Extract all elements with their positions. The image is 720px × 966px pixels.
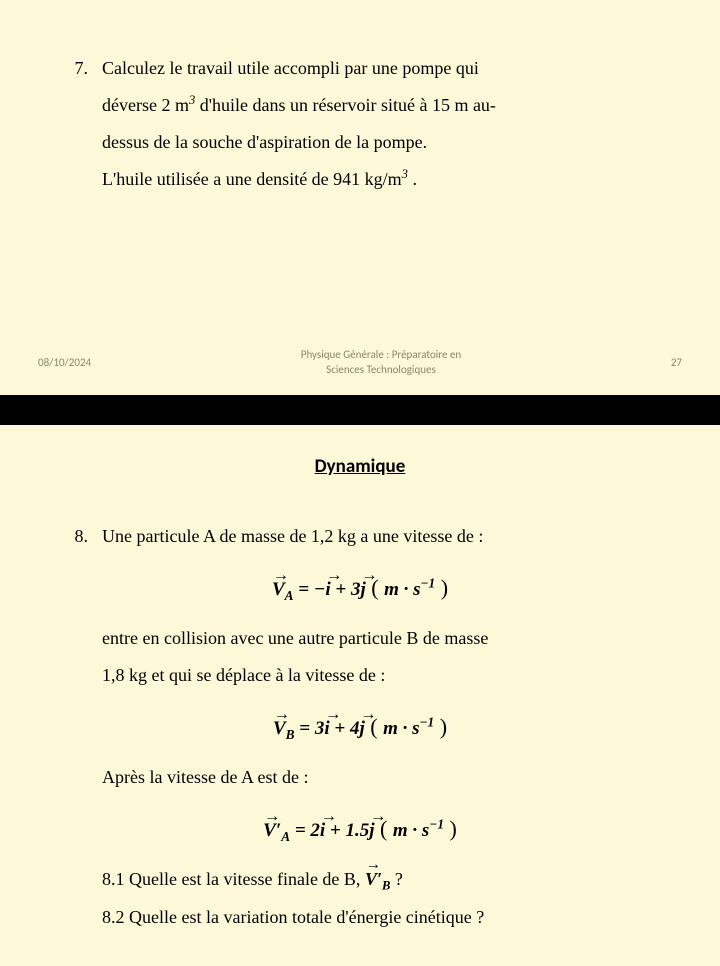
problem-7-line3: dessus de la souche d'aspiration de la p… [102, 132, 427, 152]
eq2-dot: · [398, 718, 412, 739]
eq1-m: m [384, 579, 399, 600]
vec-v-a-prime: V′ [263, 812, 281, 851]
vec-i-1: i [325, 571, 330, 610]
footer-center-l1: Physique Générale : Préparatoire en [301, 348, 461, 361]
problem-8-line4: Après la vitesse de A est de : [102, 759, 660, 796]
eq3-pc: ) [444, 816, 457, 841]
eq1-eq: = − [294, 579, 326, 600]
eq2-exp: −1 [420, 714, 435, 729]
question-8-1: 8.1 Quelle est la vitesse finale de B, V… [102, 861, 660, 899]
vec-j-3: j [369, 812, 374, 851]
eq2-s: s [412, 718, 419, 739]
eq1-pc: ) [435, 575, 448, 600]
sub-b-prime: B [382, 878, 390, 892]
eq3-exp: −1 [429, 816, 444, 831]
sub-a-prime: A [281, 829, 290, 844]
problem-7-line2b: d'huile dans un réservoir situé à 15 m a… [195, 95, 496, 115]
slide-1: 7. Calculez le travail utile accompli pa… [0, 0, 720, 395]
eq2-m: m [383, 718, 398, 739]
problem-8-first-line: 8. Une particule A de masse de 1,2 kg a … [60, 518, 660, 555]
eq2-pc: ) [434, 714, 447, 739]
slide-2: Dynamique 8. Une particule A de masse de… [0, 425, 720, 966]
vec-vb-prime: V′ [365, 861, 382, 898]
problem-7-number: 7. [60, 50, 102, 87]
vec-j-2: j [359, 710, 364, 749]
footer-center: Physique Générale : Préparatoire en Scie… [91, 348, 671, 377]
vec-v-b: V [273, 710, 286, 749]
equation-va: VA = −i + 3j ( m · s−1 ) [60, 565, 660, 610]
vec-v-a: V [272, 571, 285, 610]
footer-center-l2: Sciences Technologiques [326, 363, 436, 376]
problem-7-line4a: L'huile utilisée a une densité de 941 kg… [102, 169, 402, 189]
problem-8-line3: 1,8 kg et qui se déplace à la vitesse de… [102, 657, 660, 694]
eq3-dot: · [408, 820, 422, 841]
problem-7: 7. Calculez le travail utile accompli pa… [60, 50, 660, 198]
footer-date: 08/10/2024 [38, 356, 91, 369]
footer-page: 27 [671, 356, 682, 369]
vec-i-2: i [324, 710, 329, 749]
q81-b: ? [390, 869, 403, 889]
problem-8: 8. Une particule A de masse de 1,2 kg a … [60, 518, 660, 936]
problem-8-line1: Une particule A de masse de 1,2 kg a une… [102, 518, 660, 555]
eq1-exp: −1 [421, 576, 436, 591]
section-title: Dynamique [60, 455, 660, 478]
problem-7-first-line: 7. Calculez le travail utile accompli pa… [60, 50, 660, 87]
equation-vb: VB = 3i + 4j ( m · s−1 ) [60, 704, 660, 749]
problem-8-number: 8. [60, 518, 102, 555]
slide-1-footer: 08/10/2024 Physique Générale : Préparato… [0, 348, 720, 377]
vec-i-3: i [320, 812, 325, 851]
eq1-s: s [413, 579, 420, 600]
equation-va-prime: V′A = 2i + 1.5j ( m · s−1 ) [60, 806, 660, 851]
vec-j-1: j [360, 571, 365, 610]
problem-7-line4b: . [408, 169, 417, 189]
problem-8-line2: entre en collision avec une autre partic… [102, 620, 660, 657]
problem-7-line1: Calculez le travail utile accompli par u… [102, 50, 660, 87]
question-8-2: 8.2 Quelle est la variation totale d'éne… [102, 899, 660, 936]
eq3-m: m [393, 820, 408, 841]
problem-7-body: déverse 2 m3 d'huile dans un réservoir s… [102, 87, 660, 198]
eq3-eq: = 2 [290, 820, 320, 841]
eq2-eq: = 3 [295, 718, 325, 739]
slide-divider [0, 395, 720, 425]
eq1-dot: · [399, 579, 413, 600]
q81-a: 8.1 Quelle est la vitesse finale de B, [102, 869, 365, 889]
problem-7-line2a: déverse 2 m [102, 95, 189, 115]
